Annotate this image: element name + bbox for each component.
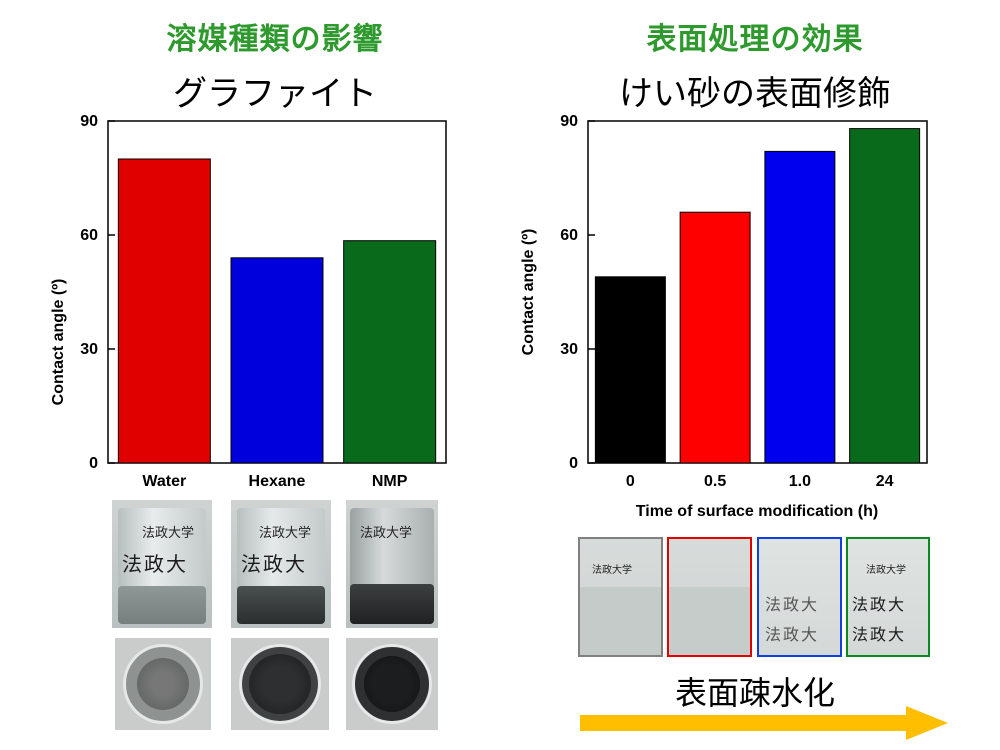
left-heading: 溶媒種類の影響 — [166, 22, 384, 57]
x-tick-label: NMP — [372, 473, 408, 490]
photo-text: 法政大 — [122, 552, 188, 576]
photo-24h: 法政大学 法政大 法政大 — [846, 537, 930, 657]
photo-0h: 法政大学 — [578, 537, 663, 657]
y-tick-label: 60 — [560, 227, 578, 244]
x-tick-label: 0.5 — [704, 473, 726, 490]
photo-label: 法政大学 — [360, 526, 413, 541]
bar-24 — [849, 128, 921, 464]
photo-text: 法政大 — [852, 625, 907, 644]
photo-nmp-side: 法政大学 — [346, 500, 438, 628]
x-tick-label: 1.0 — [789, 473, 811, 490]
trend-arrow-icon — [580, 706, 948, 740]
photo-text: 法政大 — [852, 595, 907, 614]
y-axis-label: Contact angle (º) — [50, 279, 67, 406]
y-tick-label: 30 — [560, 341, 578, 358]
plot-frame — [587, 120, 928, 464]
right-heading: 表面処理の効果 — [646, 22, 864, 57]
bar-nmp — [343, 240, 437, 464]
hydrophobization-label: 表面疎水化 — [674, 674, 835, 712]
y-tick-label: 30 — [80, 341, 98, 358]
photo-water-top — [115, 638, 211, 730]
photo-label: 法政大学 — [142, 526, 195, 541]
x-tick-label: Water — [142, 473, 186, 490]
y-tick-label: 60 — [80, 227, 98, 244]
left-subtitle: グラファイト — [173, 74, 377, 114]
bar-water — [117, 158, 211, 464]
chart-graphite: 0 30 60 90 Water Hexane NMP Contact angle (º) — [50, 113, 447, 490]
y-axis-label: Contact angle (º) — [520, 229, 537, 356]
y-tick-label: 90 — [80, 113, 98, 130]
photo-hexane-side: 法政大学 法政大 — [231, 500, 331, 628]
y-tick-label: 0 — [89, 455, 98, 472]
photo-0.5h — [667, 537, 752, 657]
bar-0 — [594, 276, 666, 464]
photo-text: 法政大 — [765, 595, 820, 614]
bar-hexane — [230, 257, 324, 464]
photo-text: 法政大 — [241, 552, 307, 576]
y-tick-label: 0 — [569, 455, 578, 472]
photo-label: 法政大学 — [592, 565, 632, 576]
right-subtitle: けい砂の表面修飾 — [619, 74, 891, 114]
x-tick-label: 24 — [876, 473, 894, 490]
bar-1-0 — [764, 150, 836, 464]
x-tick-label: Hexane — [249, 473, 306, 490]
x-tick-label: 0 — [626, 473, 635, 490]
chart-quartz-sand: 0 30 60 90 0 0.5 1.0 24 Contact angle (º) Time… — [520, 113, 928, 520]
photo-nmp-top — [346, 638, 438, 730]
x-axis-label: Time of surface modification (h) — [636, 503, 878, 520]
photo-label: 法政大学 — [866, 565, 906, 576]
photo-text: 法政大 — [765, 625, 820, 644]
photo-label: 法政大学 — [259, 526, 312, 541]
y-tick-label: 90 — [560, 113, 578, 130]
photo-hexane-top — [231, 638, 329, 730]
photo-1.0h: 法政大 法政大 — [757, 537, 842, 657]
photo-water-side: 法政大学 法政大 — [112, 500, 212, 628]
bar-0-5 — [679, 211, 751, 464]
